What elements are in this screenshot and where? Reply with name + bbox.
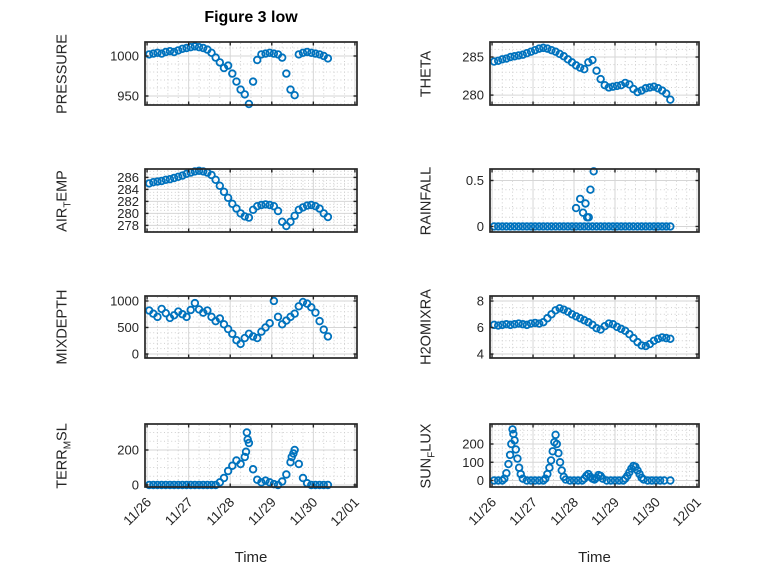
figure-title: Figure 3 low xyxy=(204,9,298,26)
svg-text:11/28: 11/28 xyxy=(204,495,238,529)
subplot-rainfall: 0.50 xyxy=(466,167,700,234)
svg-text:11/28: 11/28 xyxy=(547,495,581,529)
subplot-mixdepth: 1000 500 0 xyxy=(110,293,358,361)
svg-text:1000: 1000 xyxy=(110,293,139,308)
svg-text:950: 950 xyxy=(117,89,139,104)
svg-text:100: 100 xyxy=(462,455,484,470)
svg-text:280: 280 xyxy=(462,88,484,103)
svg-text:12/01: 12/01 xyxy=(328,495,363,530)
svg-text:8: 8 xyxy=(477,294,484,309)
svg-text:500: 500 xyxy=(117,320,139,335)
svg-text:4: 4 xyxy=(477,347,484,362)
svg-text:6: 6 xyxy=(477,320,484,335)
svg-text:278: 278 xyxy=(117,218,139,233)
subplot-sun_flux: 200 100 0 11/26 11/27 11/28 11/29 11/30 12/01 xyxy=(462,423,705,530)
svg-text:285: 285 xyxy=(462,50,484,65)
subplot-terr_msl: 200 0 11/26 11/27 11/28 11/29 11/30 12/01 xyxy=(117,423,363,530)
x-axis-label-right: Time xyxy=(578,549,611,566)
svg-text:286: 286 xyxy=(117,170,139,185)
svg-text:11/30: 11/30 xyxy=(629,495,663,529)
svg-text:11/27: 11/27 xyxy=(162,495,196,529)
svg-text:200: 200 xyxy=(462,437,484,452)
svg-text:0: 0 xyxy=(132,478,139,493)
svg-text:280: 280 xyxy=(117,206,139,221)
x-axis-label-left: Time xyxy=(234,549,268,566)
svg-text:0.5: 0.5 xyxy=(466,173,484,188)
svg-text:12/01: 12/01 xyxy=(670,495,705,530)
svg-text:11/29: 11/29 xyxy=(588,495,622,529)
svg-text:284: 284 xyxy=(117,182,139,197)
svg-text:0: 0 xyxy=(477,219,484,234)
svg-text:0: 0 xyxy=(477,473,484,488)
svg-text:0: 0 xyxy=(132,346,139,361)
svg-text:1000: 1000 xyxy=(110,49,139,64)
svg-text:11/27: 11/27 xyxy=(506,495,540,529)
svg-text:11/26: 11/26 xyxy=(465,495,499,529)
svg-text:11/29: 11/29 xyxy=(245,495,279,529)
svg-text:200: 200 xyxy=(117,443,139,458)
subplot-h2omixra: 8 6 4 xyxy=(477,294,700,362)
svg-text:11/30: 11/30 xyxy=(287,495,321,529)
svg-text:282: 282 xyxy=(117,194,139,209)
subplot-theta: 285 280 xyxy=(462,41,700,106)
svg-text:11/26: 11/26 xyxy=(120,495,154,529)
subplot-pressure: 1000 950 xyxy=(110,41,358,109)
